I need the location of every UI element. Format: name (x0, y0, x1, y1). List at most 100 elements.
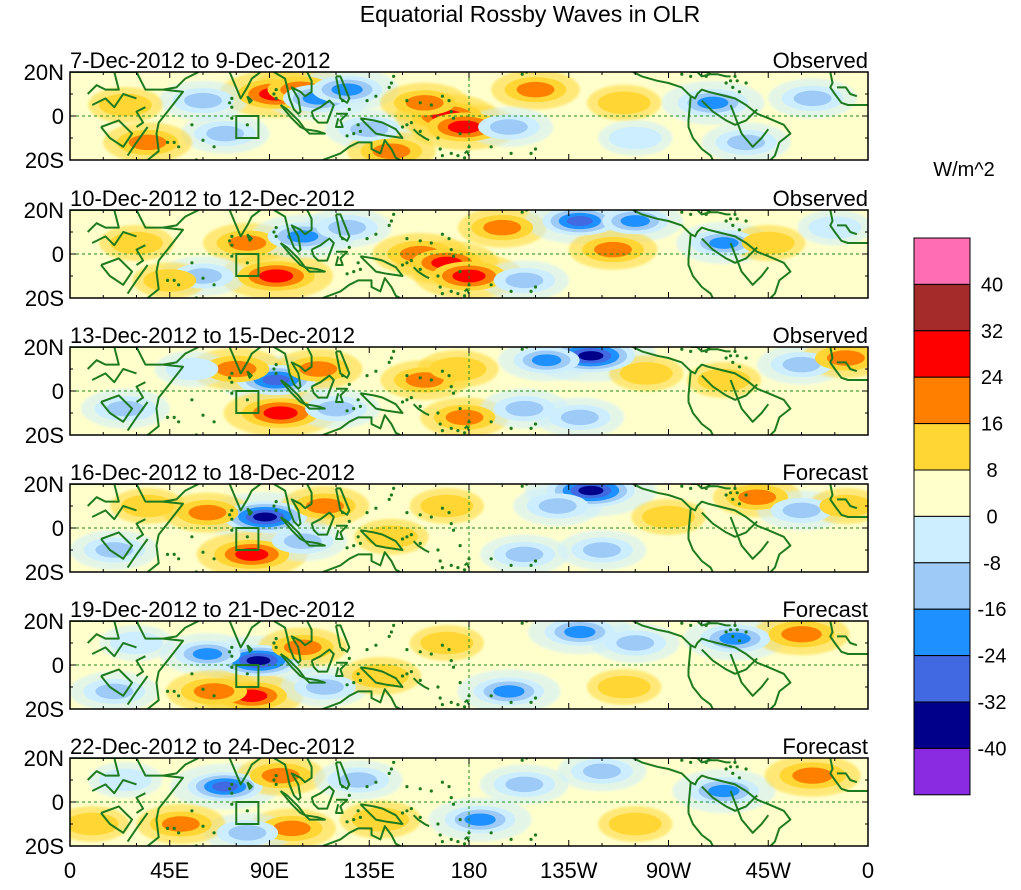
island (347, 107, 351, 111)
coastline (70, 72, 184, 160)
coastline (701, 237, 758, 264)
island (418, 101, 422, 105)
anomaly-contour (741, 231, 795, 255)
island (230, 791, 234, 795)
island (498, 710, 501, 713)
island (498, 161, 501, 164)
coastline (220, 621, 262, 649)
island (245, 398, 249, 402)
island (365, 648, 369, 652)
island (405, 809, 409, 813)
island (228, 101, 232, 105)
island (728, 354, 733, 358)
island (737, 776, 742, 780)
island (389, 356, 394, 360)
island (509, 563, 513, 567)
anomaly-contour (597, 91, 651, 115)
island (467, 283, 471, 287)
island (529, 151, 533, 155)
island (190, 672, 194, 676)
anomaly-contour (299, 361, 338, 377)
island (345, 683, 349, 687)
island (744, 81, 748, 85)
island (689, 349, 693, 353)
anomaly-contour (95, 683, 134, 700)
island (509, 837, 513, 841)
y-tick-label: 0 (52, 242, 64, 267)
anomaly-contour (445, 409, 484, 426)
coastline (91, 368, 137, 384)
island (358, 129, 362, 133)
coastline (86, 758, 120, 781)
island (418, 404, 422, 408)
coastline (632, 621, 792, 709)
colorbar-label: -8 (983, 553, 1001, 575)
anomaly-contour (351, 664, 409, 688)
island (733, 760, 737, 764)
island (724, 630, 728, 634)
anomaly-contour (420, 631, 474, 655)
island (436, 548, 440, 552)
island (724, 219, 728, 223)
index-box (235, 801, 260, 825)
anomaly-contour (578, 351, 604, 361)
anomaly-contour (99, 93, 152, 117)
island (440, 232, 444, 236)
island (230, 508, 234, 512)
y-tick-label: 20S (25, 148, 64, 173)
coastline (91, 642, 137, 658)
island (345, 272, 349, 276)
coastline (135, 655, 146, 677)
coastline (837, 772, 858, 784)
y-tick-label: 20S (25, 286, 64, 311)
panel-date-label: 22-Dec-2012 to 24-Dec-2012 (70, 734, 355, 759)
island (230, 528, 234, 532)
island (733, 212, 737, 216)
island (392, 760, 396, 764)
coastline (126, 264, 149, 295)
coastline (162, 72, 200, 91)
anomaly-contour (161, 816, 200, 832)
panel-kind-label: Observed (773, 48, 868, 73)
panel-5: 20N 0 20S 19-Dec-2012 to 21-Dec-2012 Forecas… (24, 597, 869, 722)
island (731, 223, 735, 227)
coastline (701, 785, 758, 812)
coastline (220, 347, 262, 375)
coastline (729, 104, 770, 148)
coastline (126, 401, 149, 432)
island (728, 628, 733, 632)
coastline (335, 213, 351, 242)
island (347, 245, 351, 249)
coastline (70, 210, 184, 298)
colorbar-label: -24 (978, 646, 1007, 668)
anomaly-contour (709, 237, 739, 249)
island (358, 678, 362, 682)
island (190, 398, 194, 402)
island (347, 382, 351, 386)
colorbar-label: 24 (981, 367, 1003, 389)
coastline (273, 72, 313, 115)
island (405, 672, 409, 676)
island (462, 156, 467, 160)
anomaly-contour (110, 631, 163, 655)
y-tick-label: 20N (24, 198, 64, 223)
island (365, 511, 369, 515)
island (374, 506, 378, 510)
coastline (359, 803, 404, 825)
coastline (829, 484, 868, 518)
island (230, 371, 234, 375)
x-tick-label: 90W (646, 858, 691, 883)
island (358, 541, 362, 545)
island (456, 429, 460, 433)
anomaly-contour (143, 269, 197, 292)
coastline (304, 540, 326, 547)
island (418, 541, 422, 545)
colorbar-swatch (913, 469, 971, 517)
coastline (279, 104, 306, 131)
island (365, 99, 369, 103)
island (447, 99, 451, 103)
panel-6: 20N 0 20S 22-Dec-2012 to 24-Dec-2012 Forecas… (24, 734, 869, 859)
island (387, 85, 391, 89)
island (731, 497, 735, 501)
island (272, 504, 276, 508)
